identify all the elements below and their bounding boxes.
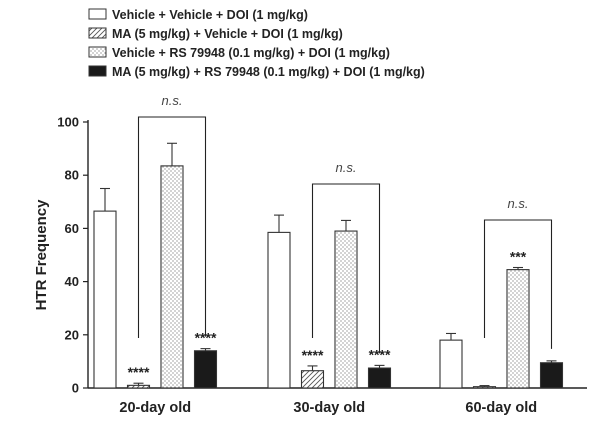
y-tick-label-80: 80 [65,168,79,183]
bar-1-1 [300,370,325,389]
legend-label-3: MA (5 mg/kg) + RS 79948 (0.1 mg/kg) + DO… [112,65,425,79]
legend-swatch-0 [88,8,107,20]
bar-3-0 [193,350,218,389]
y-tick-label-60: 60 [65,221,79,236]
category-label-0: 20-day old [119,400,191,416]
legend-label-2: Vehicle + RS 79948 (0.1 mg/kg) + DOI (1 … [112,46,390,60]
labels: **** **** 20-day old **** **** 30-day old *** 6… [119,93,537,416]
bar-0-0 [93,210,117,389]
y-axis-label: HTR Frequency [33,199,50,311]
legend-swatch-1 [88,27,107,39]
legend-swatch-3 [88,65,107,77]
legend-label-1: MA (5 mg/kg) + Vehicle + DOI (1 mg/kg) [112,27,343,41]
bar-2-1 [334,230,358,389]
bar-1-0 [126,384,151,389]
y-tick-label-100: 100 [57,115,79,130]
category-label-2: 60-day old [465,400,537,416]
y-tick-label-0: 0 [72,381,79,396]
sig-label-2-2: *** [510,249,527,265]
bar-2-0 [160,165,184,389]
legend-swatch-2 [88,46,107,58]
ns-bracket-2 [483,219,553,349]
bar-3-2 [539,362,564,389]
legend: Vehicle + Vehicle + DOI (1 mg/kg) MA (5 m… [88,8,425,79]
category-label-1: 30-day old [293,400,365,416]
sig-label-1-0: **** [128,364,150,380]
ns-bracket-0 [137,116,207,338]
bar-0-1 [267,231,291,389]
ns-bracket-1 [311,183,381,354]
sig-label-3-0: **** [195,330,217,346]
bar-0-2 [439,339,463,389]
bar-2-2 [506,269,530,389]
bar-3-1 [367,367,392,389]
sig-label-3-1: **** [369,346,391,362]
y-tick-label-40: 40 [65,274,79,289]
legend-label-0: Vehicle + Vehicle + DOI (1 mg/kg) [112,8,308,22]
ns-label-2: n.s. [508,196,529,211]
y-tick-label-20: 20 [65,327,79,342]
bars [93,116,564,389]
sig-label-1-1: **** [302,347,324,363]
bar-1-2 [472,386,497,389]
ns-label-0: n.s. [162,93,183,108]
ns-label-1: n.s. [336,160,357,175]
